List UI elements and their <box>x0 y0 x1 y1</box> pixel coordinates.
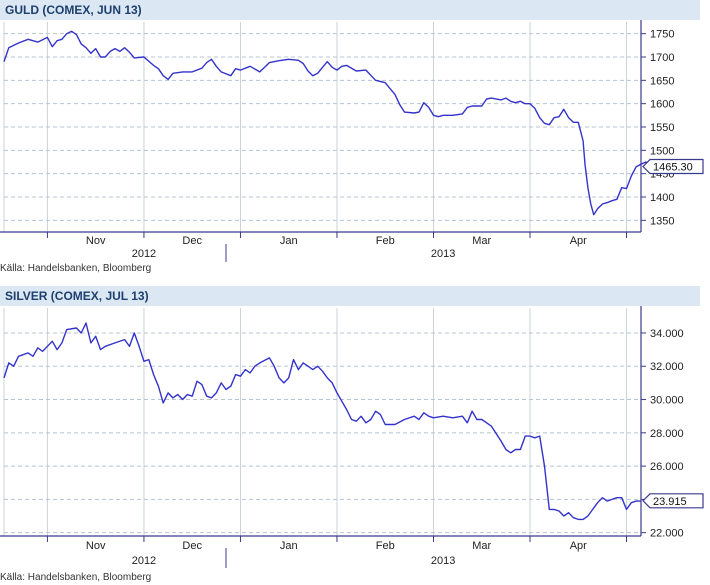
y-tick-label: 1750 <box>650 29 674 41</box>
y-tick-label: 1650 <box>650 75 674 87</box>
last-value-label: 23.915 <box>653 496 687 508</box>
chart-title: SILVER (COMEX, JUL 13) <box>5 289 149 303</box>
y-tick-label: 1350 <box>650 215 674 227</box>
y-tick-label: 1600 <box>650 99 674 111</box>
y-tick-label: 1400 <box>650 192 674 204</box>
y-tick-label: 26.000 <box>650 461 684 473</box>
chart-header-band <box>0 0 700 20</box>
y-tick-label: 22.000 <box>650 528 684 540</box>
last-value-box <box>642 493 704 509</box>
price-series-line <box>3 322 641 521</box>
y-tick-label: 28.000 <box>650 428 684 440</box>
y-tick-label: 1700 <box>650 52 674 64</box>
year-label: 2012 <box>132 555 156 567</box>
last-value-box <box>642 158 704 175</box>
y-tick-label: 1550 <box>650 122 674 134</box>
y-tick-label: 1500 <box>650 145 674 157</box>
y-tick-label: 30.000 <box>650 395 684 407</box>
year-label: 2012 <box>132 248 156 260</box>
price-series-line <box>3 30 671 216</box>
chart-title: GULD (COMEX, JUN 13) <box>5 3 142 17</box>
x-tick-label: Nov <box>86 540 106 552</box>
x-tick-label: Nov <box>86 235 106 247</box>
x-tick-label: Mar <box>472 235 491 247</box>
y-tick-label: 32.000 <box>650 361 684 373</box>
y-tick-label: 34.000 <box>650 328 684 340</box>
x-tick-label: Mar <box>472 540 491 552</box>
source-note: Källa: Handelsbanken, Bloomberg <box>0 572 151 583</box>
x-tick-label: Feb <box>376 235 395 247</box>
x-tick-label: Dec <box>182 235 202 247</box>
x-tick-label: Feb <box>376 540 395 552</box>
year-label: 2013 <box>431 555 455 567</box>
chart-header-band <box>0 286 700 306</box>
source-note: Källa: Handelsbanken, Bloomberg <box>0 263 151 274</box>
x-tick-label: Apr <box>570 540 587 552</box>
x-tick-label: Jan <box>280 235 298 247</box>
x-tick-label: Apr <box>570 235 587 247</box>
year-label: 2013 <box>431 248 455 260</box>
last-value-label: 1465.30 <box>653 162 693 174</box>
x-tick-label: Jan <box>280 540 298 552</box>
x-tick-label: Dec <box>182 540 202 552</box>
